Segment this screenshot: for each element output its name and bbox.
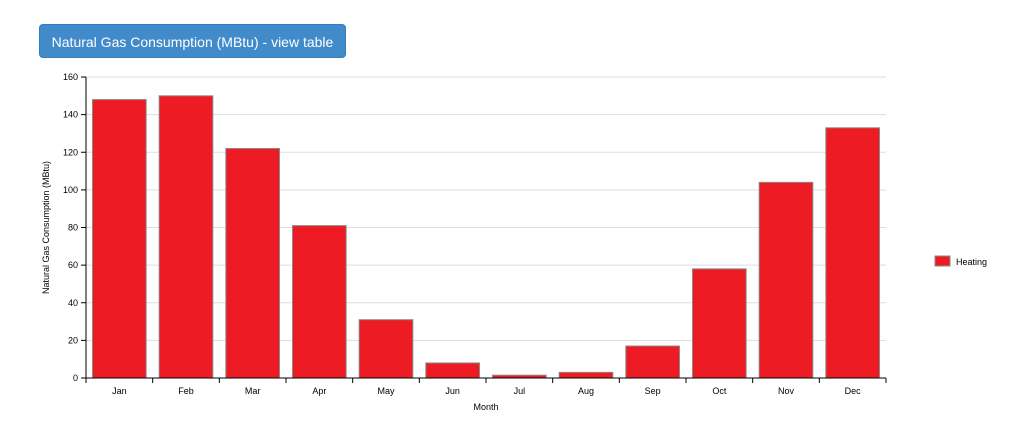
x-tick-label: Jan [112, 386, 127, 396]
bar-jun [425, 362, 481, 379]
bar-sep [625, 345, 680, 379]
x-tick-label: May [377, 386, 395, 396]
x-tick-label: Mar [245, 386, 261, 396]
legend-swatch-heating [934, 255, 951, 267]
bar-aug [558, 371, 614, 379]
y-tick-label: 160 [63, 72, 78, 82]
bar-jan [92, 99, 147, 379]
x-tick-label: Oct [712, 386, 727, 396]
x-axis-title: Month [473, 402, 498, 412]
grid-lines [86, 76, 886, 341]
x-tick-label: Dec [845, 386, 862, 396]
x-tick-label: Aug [578, 386, 594, 396]
y-tick-label: 140 [63, 110, 78, 120]
legend-label-heating: Heating [956, 257, 987, 267]
legend: Heating [934, 255, 987, 267]
y-tick-label: 0 [73, 373, 78, 383]
bar-may [358, 319, 414, 379]
bar-oct [692, 268, 747, 379]
x-tick-label: Feb [178, 386, 194, 396]
y-tick-label: 60 [68, 260, 78, 270]
x-axis: Jan Feb Mar Apr May Jun Jul Aug Sep Oct Nov Dec [85, 377, 887, 396]
y-tick-label: 120 [63, 147, 78, 157]
y-tick-label: 20 [68, 335, 78, 345]
y-axis-title: Natural Gas Consumption (MBtu) [41, 161, 51, 294]
view-table-button[interactable]: Natural Gas Consumption (MBtu) - view ta… [39, 24, 346, 58]
bars [92, 95, 880, 379]
x-tick-label: Nov [778, 386, 795, 396]
bar-dec [825, 127, 880, 379]
x-tick-label: Jul [514, 386, 526, 396]
y-tick-label: 80 [68, 223, 78, 233]
bar-nov [758, 181, 814, 379]
y-axis: 0 20 40 60 80 100 120 140 160 [63, 72, 87, 383]
bar-feb [158, 95, 214, 379]
bar-mar [225, 147, 280, 379]
x-tick-label: Sep [645, 386, 661, 396]
bar-apr [292, 225, 347, 379]
x-tick-label: Apr [312, 386, 326, 396]
x-tick-label: Jun [445, 386, 460, 396]
y-tick-label: 100 [63, 185, 78, 195]
y-tick-label: 40 [68, 298, 78, 308]
